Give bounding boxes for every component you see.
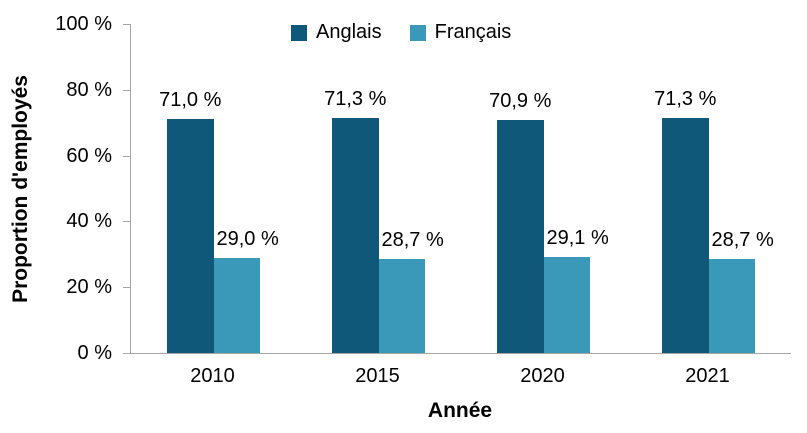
legend-swatch-icon bbox=[409, 24, 426, 41]
x-tick-label-2020: 2020 bbox=[520, 365, 565, 387]
x-tick-label-2010: 2010 bbox=[190, 365, 235, 387]
y-tick-mark bbox=[123, 287, 130, 289]
legend-item-0: Anglais bbox=[291, 21, 382, 44]
y-tick-mark bbox=[123, 221, 130, 223]
data-label-anglais-2015: 71,3 % bbox=[324, 88, 387, 111]
y-tick-label-100: 100 % bbox=[55, 13, 112, 35]
x-axis-title: Année bbox=[427, 399, 493, 422]
bar-français-2015 bbox=[378, 258, 425, 353]
data-label-anglais-2010: 71,0 % bbox=[159, 89, 222, 112]
data-label-français-2021: 28,7 % bbox=[711, 228, 774, 251]
legend: Anglais Français bbox=[291, 21, 511, 44]
y-tick-label-60: 60 % bbox=[66, 144, 112, 167]
bar-anglais-2015 bbox=[332, 118, 379, 353]
bar-anglais-2010 bbox=[167, 119, 214, 353]
bar-français-2021 bbox=[708, 258, 755, 353]
legend-item-1: Français bbox=[409, 21, 512, 44]
data-label-anglais-2020: 70,9 % bbox=[489, 89, 552, 112]
bar-français-2020 bbox=[543, 257, 590, 353]
y-tick-label-20: 20 % bbox=[66, 276, 112, 299]
x-tick-label-2021: 2021 bbox=[685, 365, 730, 387]
legend-label: Français bbox=[434, 21, 512, 43]
y-tick-label-40: 40 % bbox=[66, 210, 112, 233]
y-tick-mark bbox=[123, 89, 130, 91]
x-tick-label-2015: 2015 bbox=[355, 365, 400, 387]
data-label-français-2015: 28,7 % bbox=[381, 228, 444, 251]
legend-swatch-icon bbox=[291, 24, 307, 41]
bar-anglais-2021 bbox=[662, 118, 709, 353]
legend-label: Anglais bbox=[316, 21, 382, 43]
y-axis-title: Proportion d'employés bbox=[0, 24, 42, 353]
y-tick-label-0: 0 % bbox=[77, 342, 112, 364]
plot-area: 71,0 % 29,0 % 71,3 % 28,7 % 70,9 % 29,1 % 71,3… bbox=[130, 24, 791, 354]
data-label-français-2010: 29,0 % bbox=[216, 227, 279, 250]
bar-français-2010 bbox=[213, 257, 260, 353]
bar-anglais-2020 bbox=[497, 119, 544, 353]
y-tick-mark bbox=[123, 155, 130, 157]
y-tick-mark bbox=[123, 353, 130, 354]
y-tick-label-80: 80 % bbox=[66, 78, 112, 101]
data-label-français-2020: 29,1 % bbox=[546, 227, 609, 250]
y-tick-mark bbox=[123, 24, 130, 25]
y-axis-title-text: Proportion d'employés bbox=[9, 74, 33, 303]
data-label-anglais-2021: 71,3 % bbox=[654, 88, 717, 111]
